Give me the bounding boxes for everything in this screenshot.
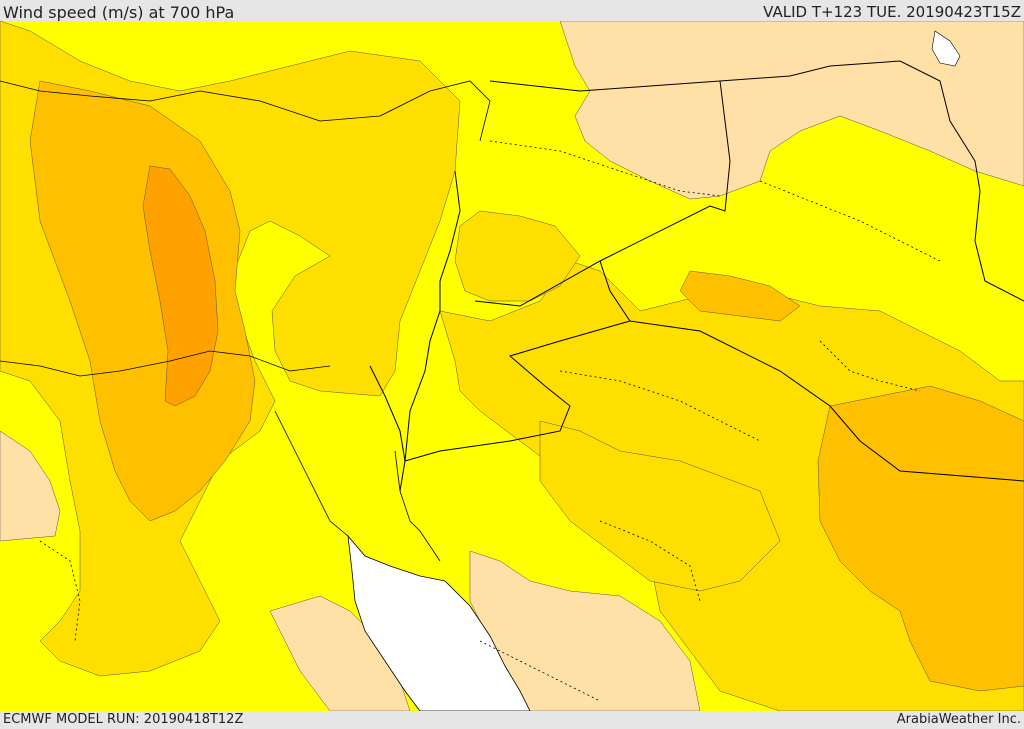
- band-4-core: [142, 165, 219, 407]
- map-panel[interactable]: [0, 21, 1024, 711]
- country-borders: [369, 60, 1024, 492]
- footer-bar: ECMWF MODEL RUN: 20190418T12Z ArabiaWeat…: [0, 711, 1024, 729]
- sea-red-sea: [347, 534, 531, 711]
- band-low-southwest: [0, 430, 61, 542]
- band-3-small: [679, 270, 801, 322]
- header-bar: Wind speed (m/s) at 700 hPa VALID T+123 …: [0, 0, 1024, 22]
- credit: ArabiaWeather Inc.: [896, 712, 1021, 727]
- province-borders: [39, 140, 941, 702]
- model-run: ECMWF MODEL RUN: 20190418T12Z: [3, 712, 244, 727]
- sea-caspian-edge: [931, 30, 961, 67]
- valid-time: VALID T+123 TUE. 20190423T15Z: [763, 3, 1021, 21]
- coastlines: [0, 80, 491, 562]
- map-title: Wind speed (m/s) at 700 hPa: [3, 3, 235, 22]
- band-3-east: [817, 385, 1024, 692]
- wind-speed-map: [0, 21, 1024, 711]
- band-2-north-plain: [454, 210, 581, 302]
- band-2-sinai: [539, 420, 781, 592]
- band-3-west: [29, 80, 256, 522]
